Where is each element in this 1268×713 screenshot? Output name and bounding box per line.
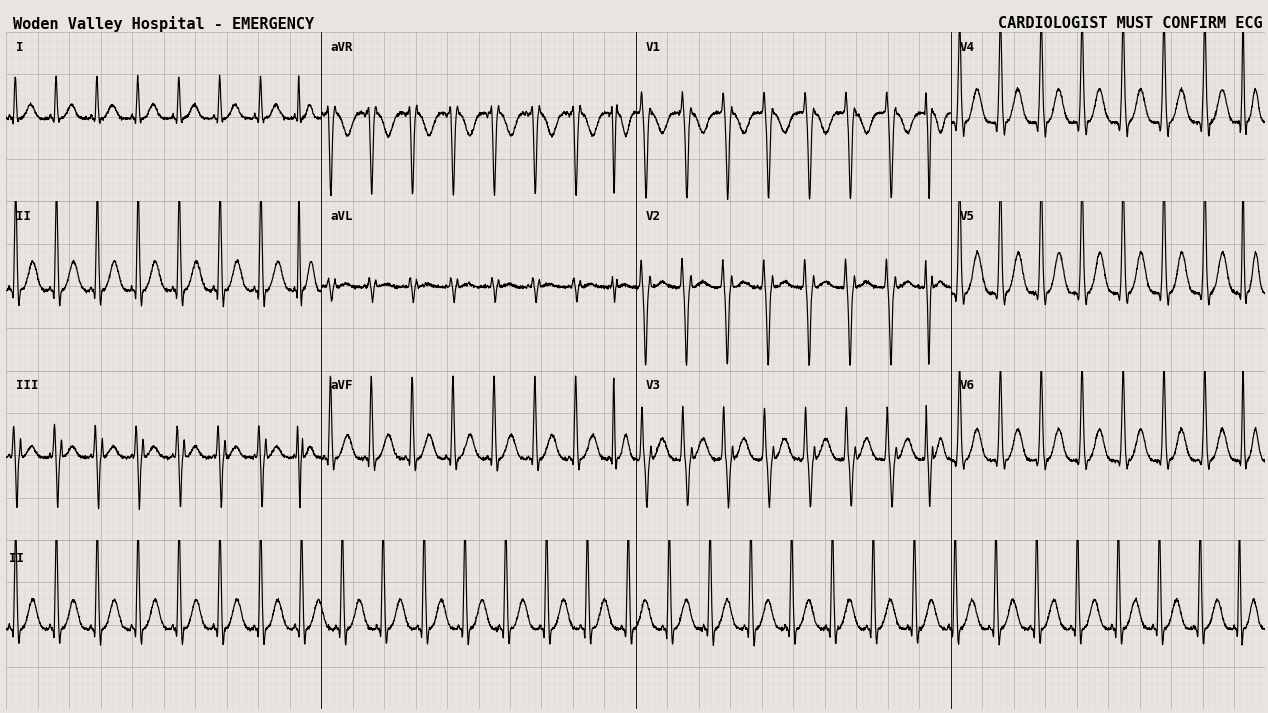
Text: V3: V3: [645, 379, 661, 392]
Text: III: III: [15, 379, 38, 392]
Text: V5: V5: [960, 210, 975, 223]
Text: aVL: aVL: [331, 210, 353, 223]
Text: V2: V2: [645, 210, 661, 223]
Text: V6: V6: [960, 379, 975, 392]
Text: CARDIOLOGIST MUST CONFIRM ECG: CARDIOLOGIST MUST CONFIRM ECG: [998, 16, 1263, 31]
Text: V1: V1: [645, 41, 661, 53]
Text: II: II: [15, 210, 30, 223]
Text: I: I: [15, 41, 23, 53]
Text: aVF: aVF: [331, 379, 353, 392]
Text: II: II: [9, 552, 24, 565]
Text: aVR: aVR: [331, 41, 353, 53]
Text: V4: V4: [960, 41, 975, 53]
Text: Woden Valley Hospital - EMERGENCY: Woden Valley Hospital - EMERGENCY: [13, 16, 313, 31]
